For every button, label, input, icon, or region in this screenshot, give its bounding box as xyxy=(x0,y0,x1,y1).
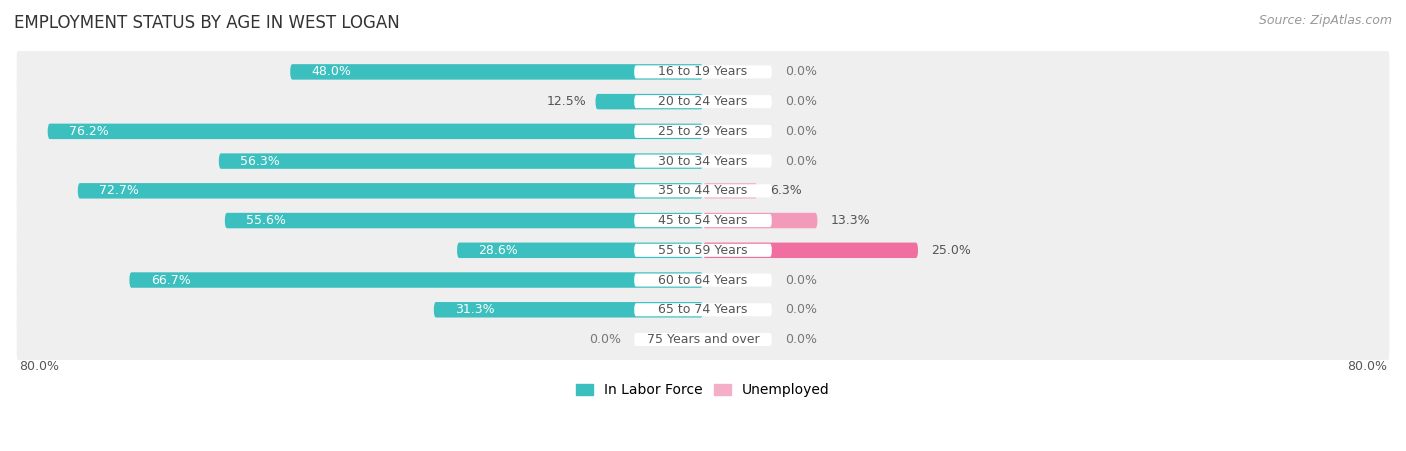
Text: 72.7%: 72.7% xyxy=(100,184,139,198)
FancyBboxPatch shape xyxy=(17,257,1389,303)
Text: 0.0%: 0.0% xyxy=(785,303,817,316)
Text: EMPLOYMENT STATUS BY AGE IN WEST LOGAN: EMPLOYMENT STATUS BY AGE IN WEST LOGAN xyxy=(14,14,399,32)
Text: 55.6%: 55.6% xyxy=(246,214,287,227)
Text: 45 to 54 Years: 45 to 54 Years xyxy=(658,214,748,227)
FancyBboxPatch shape xyxy=(634,303,772,316)
FancyBboxPatch shape xyxy=(290,64,703,80)
FancyBboxPatch shape xyxy=(457,243,703,258)
Text: 0.0%: 0.0% xyxy=(589,333,621,346)
Text: 0.0%: 0.0% xyxy=(785,95,817,108)
FancyBboxPatch shape xyxy=(17,78,1389,125)
Text: 35 to 44 Years: 35 to 44 Years xyxy=(658,184,748,198)
Text: 65 to 74 Years: 65 to 74 Years xyxy=(658,303,748,316)
Text: 0.0%: 0.0% xyxy=(785,155,817,168)
Text: 55 to 59 Years: 55 to 59 Years xyxy=(658,244,748,257)
Text: 13.3%: 13.3% xyxy=(831,214,870,227)
FancyBboxPatch shape xyxy=(634,65,772,78)
FancyBboxPatch shape xyxy=(703,183,758,198)
Text: 25 to 29 Years: 25 to 29 Years xyxy=(658,125,748,138)
FancyBboxPatch shape xyxy=(17,198,1389,244)
FancyBboxPatch shape xyxy=(634,273,772,286)
FancyBboxPatch shape xyxy=(17,168,1389,214)
Text: 80.0%: 80.0% xyxy=(1347,360,1386,373)
Text: 28.6%: 28.6% xyxy=(478,244,519,257)
Text: Source: ZipAtlas.com: Source: ZipAtlas.com xyxy=(1258,14,1392,27)
FancyBboxPatch shape xyxy=(17,316,1389,363)
FancyBboxPatch shape xyxy=(634,244,772,257)
Text: 75 Years and over: 75 Years and over xyxy=(647,333,759,346)
Text: 25.0%: 25.0% xyxy=(931,244,970,257)
FancyBboxPatch shape xyxy=(17,49,1389,95)
FancyBboxPatch shape xyxy=(434,302,703,318)
FancyBboxPatch shape xyxy=(634,184,772,198)
Text: 76.2%: 76.2% xyxy=(69,125,108,138)
FancyBboxPatch shape xyxy=(129,272,703,288)
Text: 56.3%: 56.3% xyxy=(240,155,280,168)
Text: 48.0%: 48.0% xyxy=(312,65,352,78)
Text: 0.0%: 0.0% xyxy=(785,125,817,138)
Text: 66.7%: 66.7% xyxy=(150,274,191,286)
Text: 30 to 34 Years: 30 to 34 Years xyxy=(658,155,748,168)
FancyBboxPatch shape xyxy=(17,108,1389,155)
FancyBboxPatch shape xyxy=(634,155,772,168)
FancyBboxPatch shape xyxy=(17,286,1389,333)
Text: 16 to 19 Years: 16 to 19 Years xyxy=(658,65,748,78)
FancyBboxPatch shape xyxy=(17,138,1389,184)
FancyBboxPatch shape xyxy=(703,243,918,258)
FancyBboxPatch shape xyxy=(17,227,1389,273)
FancyBboxPatch shape xyxy=(634,214,772,227)
FancyBboxPatch shape xyxy=(703,213,817,228)
Text: 0.0%: 0.0% xyxy=(785,274,817,286)
Text: 0.0%: 0.0% xyxy=(785,65,817,78)
Text: 6.3%: 6.3% xyxy=(770,184,801,198)
FancyBboxPatch shape xyxy=(634,333,772,346)
FancyBboxPatch shape xyxy=(634,125,772,138)
Text: 20 to 24 Years: 20 to 24 Years xyxy=(658,95,748,108)
FancyBboxPatch shape xyxy=(225,213,703,228)
FancyBboxPatch shape xyxy=(634,95,772,108)
FancyBboxPatch shape xyxy=(77,183,703,198)
FancyBboxPatch shape xyxy=(596,94,703,109)
FancyBboxPatch shape xyxy=(48,124,703,139)
Legend: In Labor Force, Unemployed: In Labor Force, Unemployed xyxy=(571,378,835,403)
Text: 0.0%: 0.0% xyxy=(785,333,817,346)
FancyBboxPatch shape xyxy=(219,153,703,169)
Text: 60 to 64 Years: 60 to 64 Years xyxy=(658,274,748,286)
Text: 12.5%: 12.5% xyxy=(547,95,586,108)
Text: 80.0%: 80.0% xyxy=(20,360,59,373)
Text: 31.3%: 31.3% xyxy=(456,303,495,316)
